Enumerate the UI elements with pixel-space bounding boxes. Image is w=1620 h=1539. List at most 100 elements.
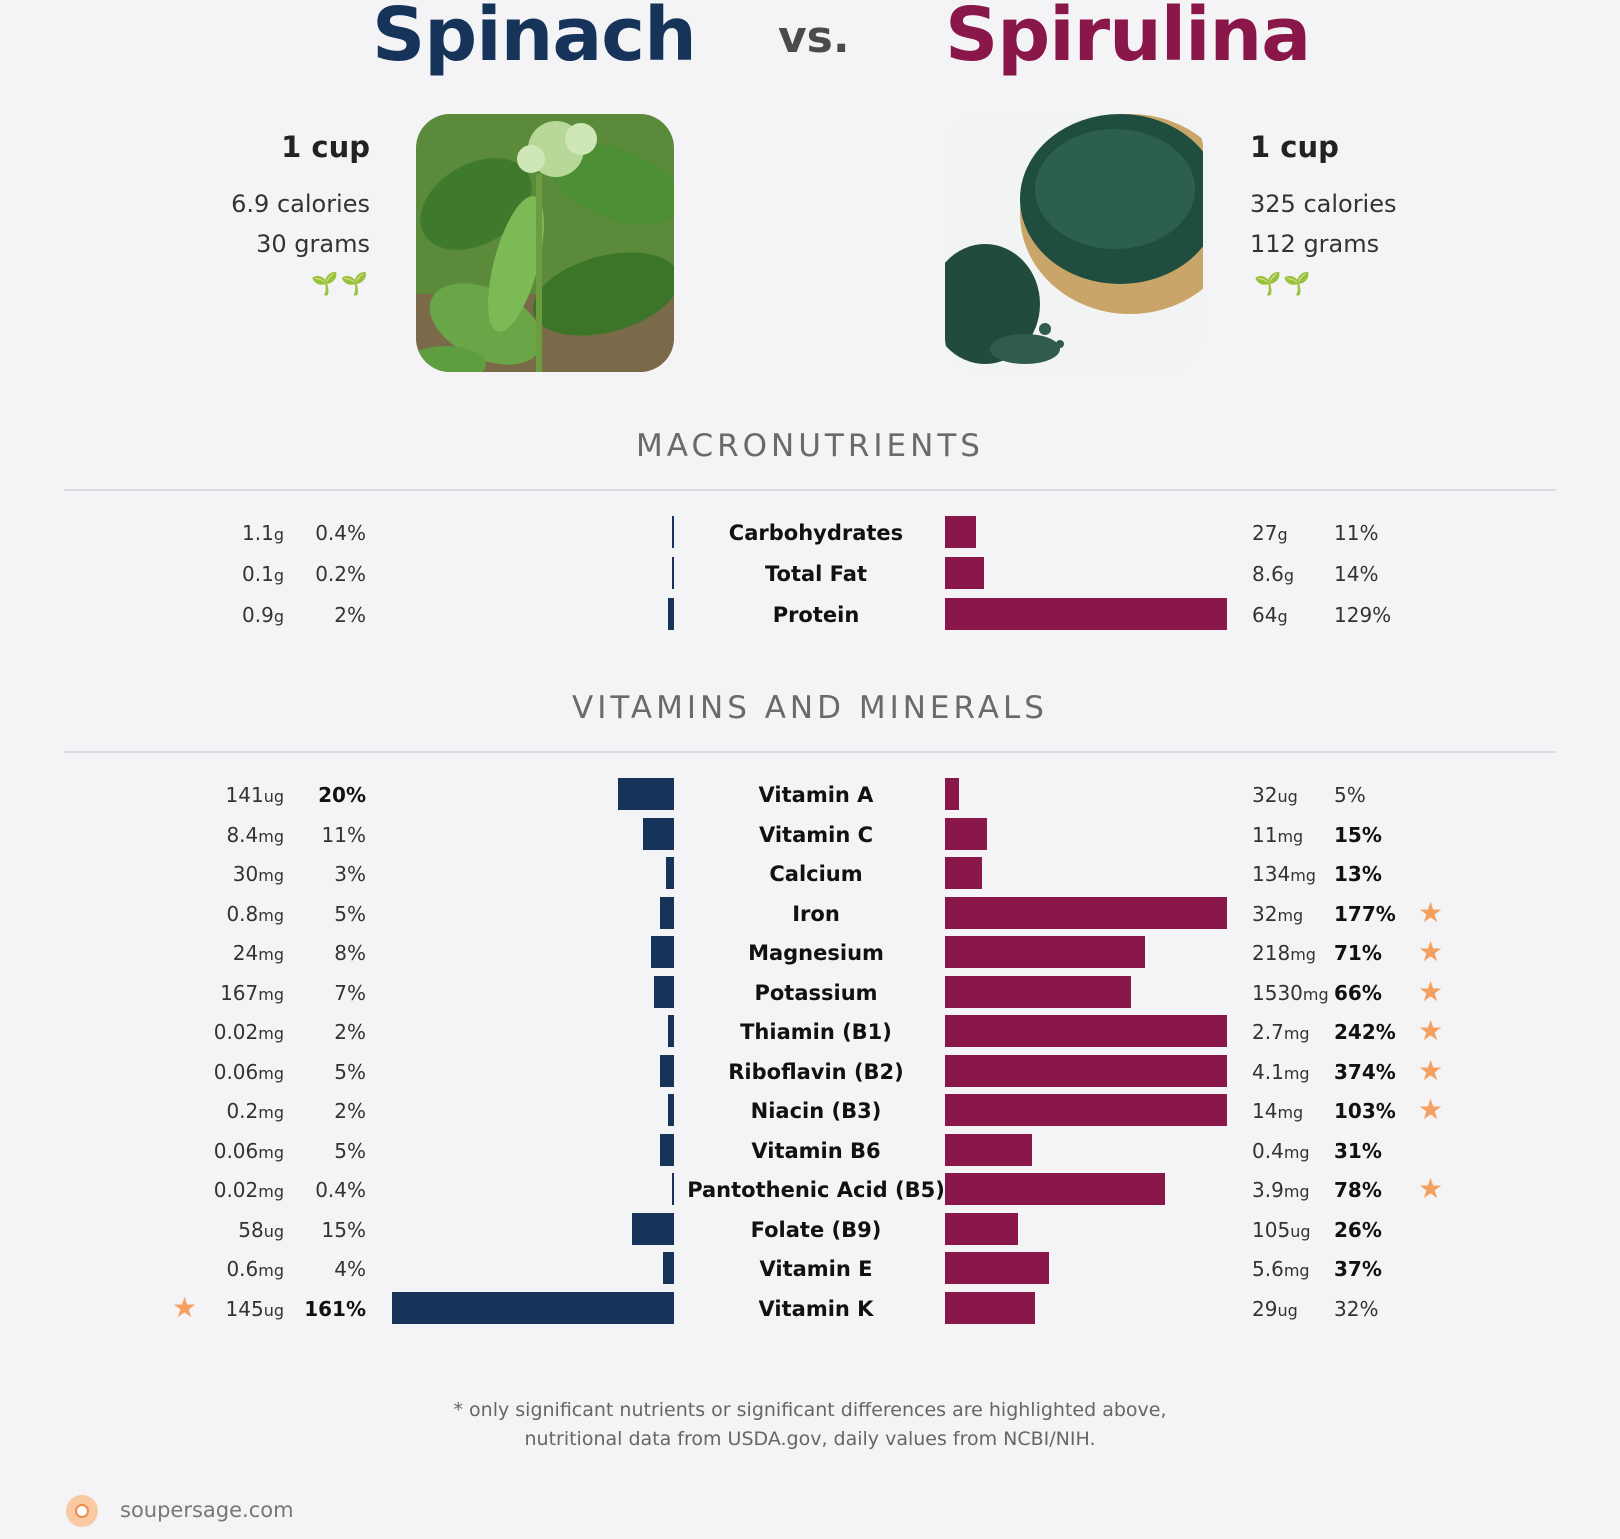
right-amount: 134mg (1252, 862, 1316, 886)
left-amount: 24mg (232, 941, 284, 965)
left-bar (672, 516, 674, 548)
star-icon: ★ (1418, 1093, 1444, 1126)
right-bar (945, 896, 1227, 929)
left-bar (631, 1212, 674, 1245)
right-food-title: Spirulina (945, 0, 1311, 78)
nutrient-name: Magnesium (748, 941, 884, 965)
right-amount: 8.6g (1252, 562, 1294, 586)
left-food-title: Spinach (372, 0, 697, 78)
right-percent: 177% (1334, 901, 1396, 926)
nutrient-name: Vitamin E (759, 1257, 873, 1281)
left-percent: 2% (334, 1099, 366, 1123)
left-amount: 0.02mg (213, 1178, 284, 1202)
spinach-image (416, 114, 674, 372)
left-percent: 2% (334, 1020, 366, 1044)
right-amount: 32ug (1252, 783, 1298, 807)
nutrient-name: Carbohydrates (728, 521, 904, 545)
nutrient-name: Potassium (754, 980, 878, 1005)
footnote: * only significant nutrients or signific… (0, 1396, 1620, 1454)
left-percent: 15% (321, 1217, 366, 1242)
brand-link[interactable]: soupersage.com (120, 1498, 294, 1522)
left-calories: 6.9 calories (231, 190, 370, 218)
right-percent: 129% (1334, 603, 1392, 627)
left-bar (654, 975, 674, 1008)
right-amount: 32mg (1252, 901, 1304, 926)
right-grams: 112 grams (1250, 230, 1380, 258)
divider (64, 751, 1556, 753)
right-percent: 78% (1334, 1178, 1382, 1202)
right-serving: 1 cup (1250, 130, 1339, 164)
right-amount: 27g (1252, 521, 1288, 545)
right-sprout-icon: 🌱🌱 (1254, 272, 1313, 297)
soupersage-logo-icon (66, 1495, 98, 1527)
footnote-line: nutritional data from USDA.gov, daily va… (524, 1428, 1096, 1450)
left-amount: 1.1g (242, 521, 284, 545)
nutrient-name: Vitamin B6 (751, 1138, 881, 1163)
nutrient-name: Thiamin (B1) (740, 1020, 892, 1044)
right-percent: 13% (1334, 862, 1382, 886)
right-bar (945, 936, 1146, 968)
nutrient-name: Vitamin C (758, 822, 874, 847)
nutrient-name: Vitamin A (758, 783, 874, 807)
right-bar (945, 516, 977, 548)
left-percent: 11% (321, 822, 366, 847)
left-sprout-icon: 🌱🌱 (311, 272, 370, 297)
right-percent: 242% (1334, 1020, 1396, 1044)
right-amount: 0.4mg (1252, 1138, 1310, 1163)
nutrient-name: Riboflavin (B2) (728, 1059, 904, 1084)
left-amount: 30mg (232, 862, 284, 886)
left-amount: 0.6mg (226, 1257, 284, 1281)
star-icon: ★ (1418, 974, 1444, 1008)
nutrient-name: Protein (772, 603, 860, 627)
left-amount: 0.2mg (226, 1099, 284, 1123)
left-bar (665, 857, 674, 889)
star-icon: ★ (1418, 1053, 1444, 1087)
right-percent: 31% (1334, 1138, 1382, 1163)
right-amount: 29ug (1252, 1296, 1298, 1321)
left-bar (659, 896, 674, 929)
left-grams: 30 grams (256, 230, 370, 258)
left-percent: 4% (334, 1257, 366, 1281)
right-bar (945, 1212, 1019, 1245)
right-percent: 374% (1334, 1059, 1396, 1084)
left-percent: 5% (334, 901, 366, 926)
right-bar (945, 598, 1227, 630)
right-bar (945, 778, 960, 810)
left-bar (642, 817, 674, 850)
right-bar (945, 1015, 1227, 1047)
left-percent: 3% (334, 862, 366, 886)
right-percent: 103% (1334, 1099, 1396, 1123)
section-vitamins: VITAMINS AND MINERALS (572, 690, 1048, 726)
left-percent: 0.2% (315, 562, 366, 586)
right-bar (945, 1094, 1227, 1126)
right-amount: 64g (1252, 603, 1288, 627)
right-amount: 4.1mg (1252, 1059, 1310, 1084)
left-bar (659, 1054, 674, 1087)
left-percent: 8% (334, 941, 366, 965)
left-bar (651, 936, 674, 968)
left-bar (668, 598, 674, 630)
right-amount: 11mg (1252, 822, 1304, 847)
nutrient-name: Pantothenic Acid (B5) (687, 1178, 945, 1202)
left-bar (672, 1173, 674, 1205)
right-percent: 26% (1334, 1217, 1382, 1242)
star-icon: ★ (1418, 935, 1444, 968)
left-amount: 0.1g (242, 562, 284, 586)
right-amount: 14mg (1252, 1099, 1304, 1123)
left-amount: 145ug (225, 1296, 284, 1321)
divider (64, 489, 1556, 491)
left-amount: 0.06mg (213, 1059, 284, 1084)
right-bar (945, 1133, 1033, 1166)
left-percent: 161% (304, 1296, 366, 1321)
left-percent: 2% (334, 603, 366, 627)
right-percent: 5% (1334, 783, 1366, 807)
left-amount: 167mg (220, 980, 284, 1005)
right-bar (945, 1291, 1036, 1324)
left-amount: 58ug (238, 1217, 284, 1242)
left-percent: 0.4% (315, 521, 366, 545)
left-percent: 5% (334, 1138, 366, 1163)
nutrient-name: Iron (792, 901, 840, 926)
star-icon: ★ (172, 1290, 198, 1324)
right-percent: 66% (1334, 980, 1382, 1005)
left-bar (617, 778, 674, 810)
